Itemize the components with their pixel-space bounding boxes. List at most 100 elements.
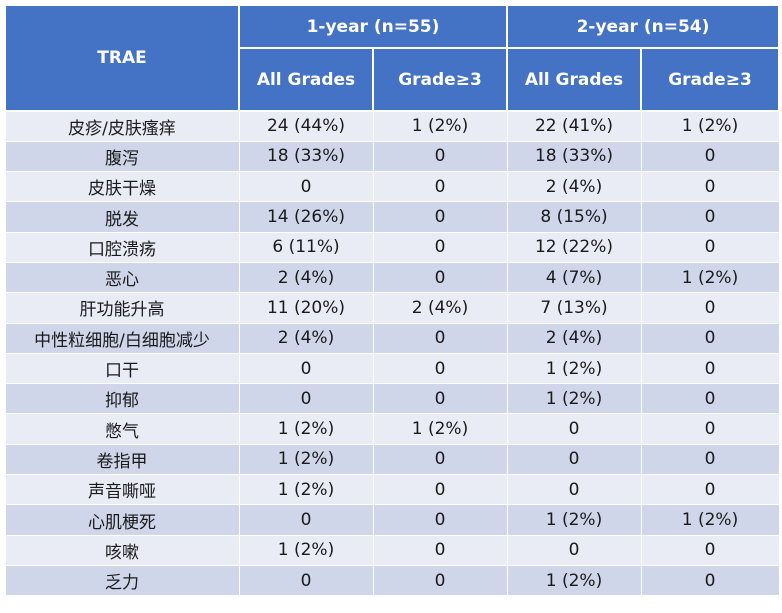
header-2-year-all-grades: All Grades <box>506 47 642 112</box>
cell-2-year-grade3: 0 <box>640 534 780 566</box>
cell-2-year-all-grades: 1 (2%) <box>506 352 642 385</box>
cell-1-year-all-grades: 1 (2%) <box>238 534 374 566</box>
cell-2-year-grade3: 0 <box>640 231 780 263</box>
cell-2-year-grade3: 0 <box>640 564 780 597</box>
cell-trae-name: 口干 <box>4 352 240 385</box>
cell-2-year-all-grades: 0 <box>506 474 642 506</box>
cell-2-year-grade3: 0 <box>640 413 780 445</box>
cell-1-year-all-grades: 2 (4%) <box>238 261 374 294</box>
cell-1-year-grade3: 0 <box>372 261 508 294</box>
cell-1-year-all-grades: 18 (33%) <box>238 140 374 173</box>
cell-2-year-all-grades: 1 (2%) <box>506 383 642 415</box>
cell-2-year-all-grades: 1 (2%) <box>506 564 642 597</box>
cell-2-year-grade3: 0 <box>640 292 780 324</box>
cell-2-year-grade3: 0 <box>640 322 780 354</box>
cell-2-year-grade3: 0 <box>640 474 780 506</box>
cell-1-year-all-grades: 6 (11%) <box>238 231 374 263</box>
cell-2-year-all-grades: 0 <box>506 443 642 476</box>
cell-2-year-all-grades: 22 (41%) <box>506 110 642 142</box>
table-row: 中性粒细胞/白细胞减少 2 (4%) 0 2 (4%) 0 <box>4 322 780 354</box>
header-trae: TRAE <box>4 4 240 112</box>
cell-2-year-all-grades: 1 (2%) <box>506 504 642 536</box>
cell-2-year-grade3: 0 <box>640 201 780 233</box>
cell-1-year-grade3: 0 <box>372 140 508 173</box>
table-row: 声音嘶哑 1 (2%) 0 0 0 <box>4 474 780 506</box>
cell-1-year-grade3: 0 <box>372 443 508 476</box>
table-row: 腹泻 18 (33%) 0 18 (33%) 0 <box>4 140 780 173</box>
cell-2-year-all-grades: 7 (13%) <box>506 292 642 324</box>
cell-trae-name: 恶心 <box>4 261 240 294</box>
cell-2-year-grade3: 0 <box>640 352 780 385</box>
cell-1-year-all-grades: 1 (2%) <box>238 443 374 476</box>
cell-trae-name: 卷指甲 <box>4 443 240 476</box>
trae-table: TRAE 1-year (n=55) 2-year (n=54) All Gra… <box>4 4 780 597</box>
table-row: 皮肤干燥 0 0 2 (4%) 0 <box>4 171 780 203</box>
cell-1-year-grade3: 0 <box>372 564 508 597</box>
header-1-year-grade3: Grade≥3 <box>372 47 508 112</box>
cell-2-year-all-grades: 4 (7%) <box>506 261 642 294</box>
cell-trae-name: 口腔溃疡 <box>4 231 240 263</box>
cell-trae-name: 憋气 <box>4 413 240 445</box>
cell-2-year-grade3: 0 <box>640 140 780 173</box>
cell-1-year-all-grades: 0 <box>238 171 374 203</box>
table-body: 皮疹/皮肤瘙痒 24 (44%) 1 (2%) 22 (41%) 1 (2%) 腹泻 18 … <box>4 110 780 597</box>
header-1-year-all-grades: All Grades <box>238 47 374 112</box>
table-row: 脱发 14 (26%) 0 8 (15%) 0 <box>4 201 780 233</box>
cell-1-year-grade3: 0 <box>372 171 508 203</box>
cell-1-year-grade3: 0 <box>372 322 508 354</box>
cell-2-year-all-grades: 8 (15%) <box>506 201 642 233</box>
cell-trae-name: 咳嗽 <box>4 534 240 566</box>
cell-1-year-all-grades: 1 (2%) <box>238 474 374 506</box>
cell-1-year-grade3: 0 <box>372 352 508 385</box>
table-row: 肝功能升高 11 (20%) 2 (4%) 7 (13%) 0 <box>4 292 780 324</box>
cell-2-year-grade3: 0 <box>640 443 780 476</box>
cell-trae-name: 皮肤干燥 <box>4 171 240 203</box>
cell-1-year-all-grades: 11 (20%) <box>238 292 374 324</box>
cell-2-year-all-grades: 2 (4%) <box>506 171 642 203</box>
cell-1-year-grade3: 0 <box>372 201 508 233</box>
cell-2-year-grade3: 0 <box>640 383 780 415</box>
cell-2-year-grade3: 0 <box>640 171 780 203</box>
cell-trae-name: 声音嘶哑 <box>4 474 240 506</box>
cell-1-year-grade3: 1 (2%) <box>372 413 508 445</box>
cell-1-year-all-grades: 0 <box>238 504 374 536</box>
cell-1-year-all-grades: 24 (44%) <box>238 110 374 142</box>
table-row: 口干 0 0 1 (2%) 0 <box>4 352 780 385</box>
cell-trae-name: 心肌梗死 <box>4 504 240 536</box>
table-row: 心肌梗死 0 0 1 (2%) 1 (2%) <box>4 504 780 536</box>
cell-1-year-all-grades: 0 <box>238 352 374 385</box>
cell-1-year-all-grades: 14 (26%) <box>238 201 374 233</box>
cell-2-year-all-grades: 0 <box>506 413 642 445</box>
table-row: 乏力 0 0 1 (2%) 0 <box>4 564 780 597</box>
cell-1-year-grade3: 0 <box>372 534 508 566</box>
cell-trae-name: 肝功能升高 <box>4 292 240 324</box>
cell-2-year-grade3: 1 (2%) <box>640 504 780 536</box>
cell-1-year-all-grades: 0 <box>238 564 374 597</box>
cell-2-year-all-grades: 0 <box>506 534 642 566</box>
cell-trae-name: 抑郁 <box>4 383 240 415</box>
cell-2-year-all-grades: 12 (22%) <box>506 231 642 263</box>
cell-1-year-all-grades: 1 (2%) <box>238 413 374 445</box>
cell-2-year-grade3: 1 (2%) <box>640 110 780 142</box>
table-row: 抑郁 0 0 1 (2%) 0 <box>4 383 780 415</box>
table-row: 皮疹/皮肤瘙痒 24 (44%) 1 (2%) 22 (41%) 1 (2%) <box>4 110 780 142</box>
table-row: 卷指甲 1 (2%) 0 0 0 <box>4 443 780 476</box>
header-1-year: 1-year (n=55) <box>238 4 508 49</box>
cell-trae-name: 乏力 <box>4 564 240 597</box>
table-row: 咳嗽 1 (2%) 0 0 0 <box>4 534 780 566</box>
cell-1-year-grade3: 0 <box>372 231 508 263</box>
header-2-year: 2-year (n=54) <box>506 4 780 49</box>
cell-1-year-grade3: 2 (4%) <box>372 292 508 324</box>
cell-trae-name: 皮疹/皮肤瘙痒 <box>4 110 240 142</box>
cell-1-year-grade3: 0 <box>372 383 508 415</box>
cell-trae-name: 中性粒细胞/白细胞减少 <box>4 322 240 354</box>
cell-1-year-grade3: 0 <box>372 504 508 536</box>
table-header: TRAE 1-year (n=55) 2-year (n=54) All Gra… <box>4 4 780 112</box>
cell-2-year-all-grades: 18 (33%) <box>506 140 642 173</box>
cell-trae-name: 脱发 <box>4 201 240 233</box>
cell-2-year-all-grades: 2 (4%) <box>506 322 642 354</box>
cell-1-year-grade3: 0 <box>372 474 508 506</box>
trae-table-container: TRAE 1-year (n=55) 2-year (n=54) All Gra… <box>4 4 780 597</box>
cell-2-year-grade3: 1 (2%) <box>640 261 780 294</box>
cell-trae-name: 腹泻 <box>4 140 240 173</box>
